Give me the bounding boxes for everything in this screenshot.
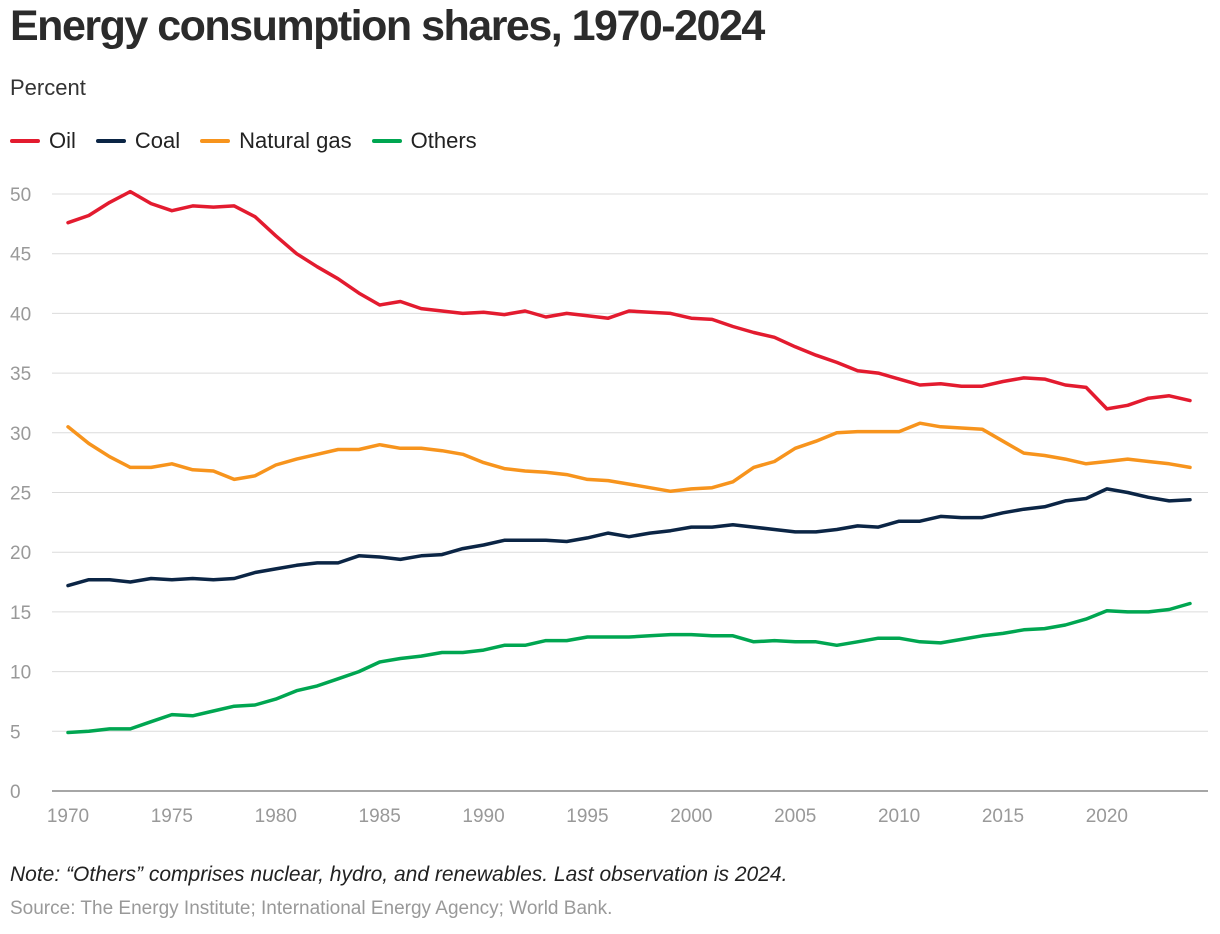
- legend-label-others: Others: [410, 128, 477, 153]
- x-tick-label: 1995: [566, 806, 608, 827]
- series-line-natural-gas: [66, 421, 1192, 494]
- x-tick-label: 1985: [359, 806, 401, 827]
- legend-item-coal: Coal: [95, 128, 181, 154]
- x-tick-label: 1975: [151, 806, 193, 827]
- legend-swatch-coal: [95, 139, 126, 143]
- legend-swatch-oil: [10, 139, 40, 143]
- x-tick-label: 2000: [670, 806, 712, 827]
- legend-label-oil: Oil: [49, 128, 76, 153]
- legend-item-natural-gas: Natural gas: [200, 128, 352, 154]
- y-tick-label: 30: [10, 424, 31, 445]
- x-tick-label: 1990: [462, 806, 504, 827]
- y-tick-label: 15: [10, 603, 31, 624]
- x-tick-label: 2005: [774, 806, 816, 827]
- chart-title: Energy consumption shares, 1970-2024: [10, 2, 765, 50]
- chart-source: Source: The Energy Institute; Internatio…: [10, 898, 613, 919]
- y-tick-label: 20: [10, 543, 31, 564]
- legend-swatch-others: [371, 139, 402, 143]
- x-tick-label: 1970: [47, 806, 89, 827]
- y-tick-label: 45: [10, 245, 31, 266]
- x-tick-label: 2020: [1086, 806, 1128, 827]
- series-lines: [66, 189, 1192, 735]
- legend-item-oil: Oil: [10, 128, 76, 154]
- chart-note: Note: “Others” comprises nuclear, hydro,…: [10, 863, 788, 886]
- x-tick-label: 2010: [878, 806, 920, 827]
- y-tick-label: 50: [10, 185, 31, 206]
- legend-label-natural-gas: Natural gas: [239, 128, 352, 153]
- x-axis-ticks: 1970 1975 1980 1985 1990 1995 2000 2005 2010 2015…: [47, 806, 1128, 827]
- y-tick-label: 25: [10, 484, 31, 505]
- gridlines: [52, 193, 1208, 792]
- y-axis-ticks: 0 5 10 15 20 25 30 35 40 45 50: [10, 185, 31, 803]
- legend-item-others: Others: [371, 128, 477, 154]
- series-line-others: [66, 601, 1192, 735]
- y-tick-label: 10: [10, 663, 31, 684]
- series-line-oil: [66, 189, 1192, 411]
- y-tick-label: 40: [10, 304, 31, 325]
- x-tick-label: 1980: [255, 806, 297, 827]
- series-line-coal: [66, 487, 1192, 588]
- y-tick-label: 35: [10, 364, 31, 385]
- legend-swatch-natural-gas: [200, 139, 231, 143]
- y-tick-label: 5: [10, 722, 21, 743]
- legend: Oil Coal Natural gas Others: [10, 128, 497, 154]
- y-tick-label: 0: [10, 782, 21, 803]
- x-tick-label: 2015: [982, 806, 1024, 827]
- chart-subtitle: Percent: [10, 75, 86, 100]
- legend-label-coal: Coal: [134, 128, 181, 153]
